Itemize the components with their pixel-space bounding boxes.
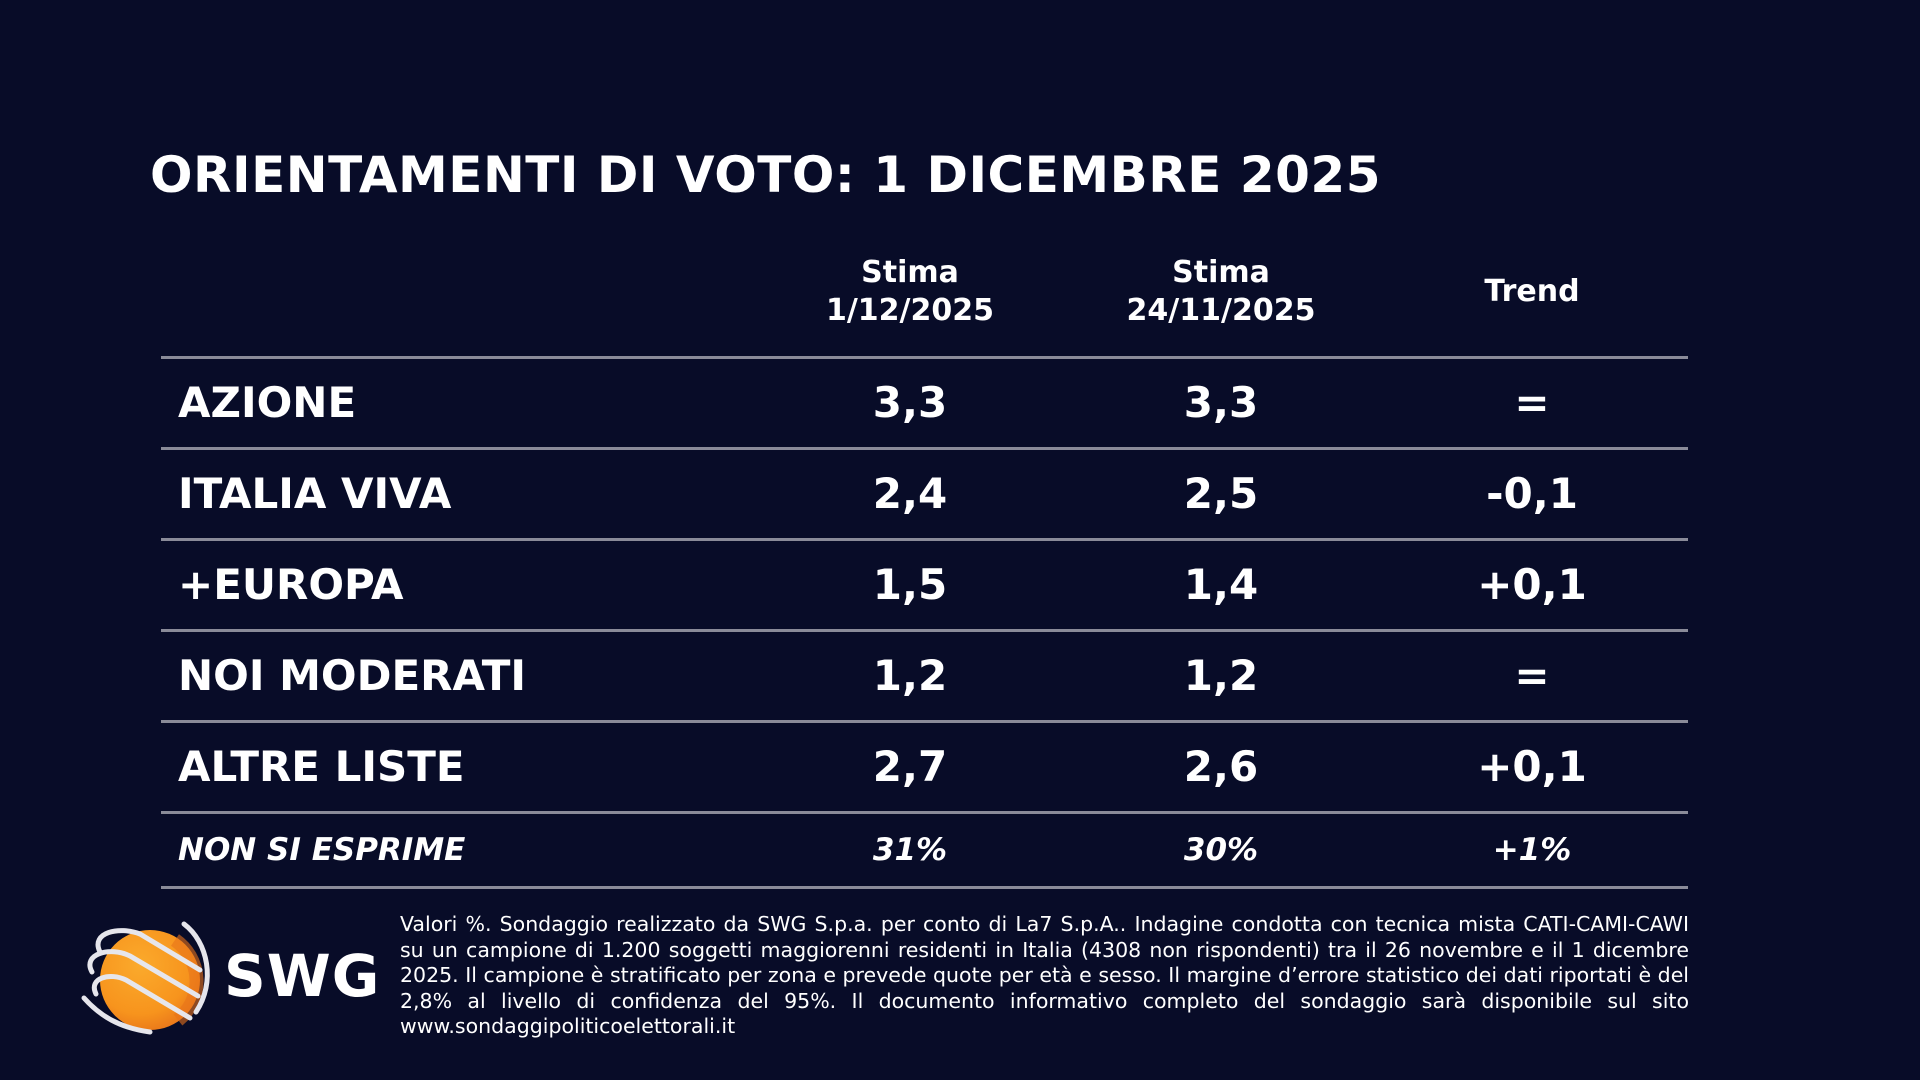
trend-value: = [1514, 378, 1550, 427]
table-row-non-si-esprime: NON SI ESPRIME 31% 30% +1% [161, 814, 1688, 886]
divider [161, 356, 1688, 359]
previous-value: 2,6 [1183, 742, 1259, 791]
methodology-note: Valori %. Sondaggio realizzato da SWG S.… [400, 912, 1689, 1039]
divider [161, 811, 1688, 814]
header-date: 24/11/2025 [1126, 293, 1316, 328]
divider [161, 538, 1688, 541]
header-label: Stima [1172, 255, 1270, 290]
header-label: Stima [861, 255, 959, 290]
divider [161, 720, 1688, 723]
divider [161, 629, 1688, 632]
table-row: ITALIA VIVA 2,4 2,5 -0,1 [161, 450, 1688, 538]
current-value: 1,5 [872, 560, 948, 609]
table-row: ALTRE LISTE 2,7 2,6 +0,1 [161, 723, 1688, 811]
row-label: NON SI ESPRIME [178, 832, 466, 868]
party-name: NOI MODERATI [178, 651, 527, 700]
current-value: 1,2 [872, 651, 948, 700]
current-value: 2,4 [872, 469, 948, 518]
current-value: 31% [872, 832, 948, 868]
previous-value: 3,3 [1183, 378, 1259, 427]
party-name: AZIONE [178, 378, 357, 427]
trend-value: -0,1 [1486, 469, 1578, 518]
header-label: Trend [1484, 274, 1580, 309]
table-row: AZIONE 3,3 3,3 = [161, 359, 1688, 447]
previous-value: 2,5 [1183, 469, 1259, 518]
header-previous-estimate: Stima 24/11/2025 [1071, 254, 1371, 330]
logo-text: SWG [224, 942, 381, 1010]
header-current-estimate: Stima 1/12/2025 [760, 254, 1060, 330]
divider [161, 447, 1688, 450]
trend-value: +0,1 [1477, 560, 1587, 609]
party-name: ALTRE LISTE [178, 742, 465, 791]
swg-logo: SWG [80, 912, 380, 1042]
divider [161, 886, 1688, 889]
trend-value: +0,1 [1477, 742, 1587, 791]
table-header: Stima 1/12/2025 Stima 24/11/2025 Trend [161, 250, 1688, 356]
page-title: ORIENTAMENTI DI VOTO: 1 DICEMBRE 2025 [150, 146, 1381, 204]
party-name: +EUROPA [178, 560, 404, 609]
current-value: 3,3 [872, 378, 948, 427]
header-date: 1/12/2025 [825, 293, 995, 328]
globe-orbit-icon [81, 921, 210, 1035]
header-trend: Trend [1382, 273, 1682, 311]
trend-value: = [1514, 651, 1550, 700]
party-name: ITALIA VIVA [178, 469, 452, 518]
trend-value: +1% [1492, 832, 1572, 868]
table-row: NOI MODERATI 1,2 1,2 = [161, 632, 1688, 720]
previous-value: 30% [1183, 832, 1259, 868]
previous-value: 1,2 [1183, 651, 1259, 700]
table-row: +EUROPA 1,5 1,4 +0,1 [161, 541, 1688, 629]
current-value: 2,7 [872, 742, 948, 791]
previous-value: 1,4 [1183, 560, 1259, 609]
voting-table: Stima 1/12/2025 Stima 24/11/2025 Trend A… [161, 250, 1688, 889]
